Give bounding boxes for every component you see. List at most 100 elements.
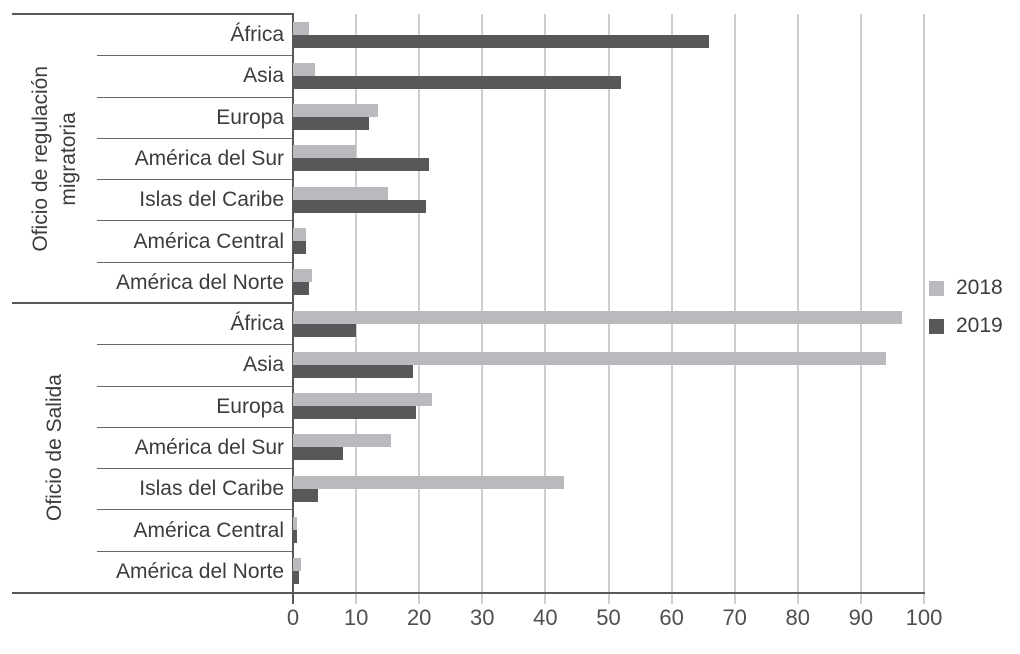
bar-pair — [293, 344, 924, 385]
category-label: América del Norte — [97, 550, 293, 592]
bar-2019 — [293, 530, 298, 544]
x-axis-tick-labels: 0 10 20 30 40 50 60 70 80 90 100 — [287, 605, 942, 635]
legend-label-2019: 2019 — [956, 314, 1003, 337]
bar-2019 — [293, 117, 369, 131]
gridline-90 — [859, 14, 862, 604]
gridline-50 — [607, 14, 610, 604]
category-label: América del Sur — [97, 426, 293, 468]
category-row: Islas del Caribe — [97, 468, 924, 509]
x-axis-tick-label: 70 — [722, 605, 747, 630]
legend: 2018 2019 — [929, 276, 1003, 338]
bar-2019 — [293, 364, 413, 378]
bar-2018 — [293, 517, 298, 531]
group-label-cell: Oficio de Salida — [12, 303, 97, 592]
gridline-40 — [544, 14, 547, 604]
category-label: Islas del Caribe — [97, 179, 293, 220]
bar-pair — [293, 427, 924, 468]
bar-2019 — [293, 282, 309, 296]
bar-2019 — [293, 241, 306, 255]
bar-2018 — [293, 351, 887, 365]
bar-pair — [293, 551, 924, 592]
category-label: África — [230, 22, 284, 46]
gridline-70 — [733, 14, 736, 604]
category-label: Asia — [97, 55, 293, 96]
category-label: América del Sur — [97, 137, 293, 179]
plot-gridlines — [293, 14, 925, 604]
category-label: África — [230, 311, 284, 335]
category-row: Europa — [97, 96, 924, 138]
group-divider — [12, 12, 293, 16]
bar-2018 — [293, 104, 379, 118]
bar-2018 — [293, 21, 309, 35]
bar-2019 — [293, 34, 710, 48]
category-row: América del Norte — [97, 550, 924, 592]
bar-2018 — [293, 186, 388, 200]
legend-swatch-2018 — [929, 280, 944, 296]
group-label-cell: Oficio de regulación migratoria — [12, 14, 97, 303]
category-axis-and-bars: Oficio de regulación migratoria África Asi… — [12, 12, 924, 592]
bar-pair — [293, 97, 924, 138]
value-axis-baseline — [291, 13, 294, 604]
bar-pair — [293, 179, 924, 220]
bar-2018 — [293, 475, 565, 489]
bar-pair — [293, 468, 924, 509]
category-label: Europa — [97, 385, 293, 427]
category-label: Europa — [97, 96, 293, 138]
bar-pair — [293, 220, 924, 261]
x-axis-tick-label: 50 — [596, 605, 621, 630]
category-label: Islas del Caribe — [97, 468, 293, 509]
bar-2019 — [293, 488, 319, 502]
bar-2019 — [293, 199, 426, 213]
category-row: América Central — [97, 509, 924, 550]
bar-pair — [293, 14, 924, 55]
x-axis-tick-label: 80 — [785, 605, 811, 630]
category-rows: África Asia Europa América del Sur Islas del… — [97, 14, 924, 303]
x-axis-tick-label: 10 — [343, 605, 369, 630]
x-axis-tick-label: 0 — [286, 605, 300, 630]
x-axis-tick-label: 20 — [406, 605, 432, 630]
gridline-30 — [481, 14, 484, 604]
category-rows: África Asia Europa América del Sur Islas del… — [97, 303, 924, 592]
category-label: Asia — [97, 344, 293, 385]
bar-pair — [293, 55, 924, 96]
legend-item-2018: 2018 — [929, 276, 1003, 300]
bar-2019 — [293, 158, 429, 172]
bar-2018 — [293, 145, 357, 159]
category-row: América del Sur — [97, 137, 924, 179]
legend-label-2018: 2018 — [956, 276, 1003, 299]
category-row: Islas del Caribe — [97, 179, 924, 220]
category-row: Europa — [97, 385, 924, 427]
group-label: Oficio de Salida — [42, 373, 66, 522]
x-axis-tick-label: 60 — [659, 605, 684, 630]
bar-2018 — [293, 558, 301, 572]
bar-pair — [293, 303, 924, 344]
bar-2019 — [293, 447, 344, 461]
category-row: América Central — [97, 220, 924, 261]
bar-2018 — [293, 393, 432, 407]
bar-2019 — [293, 406, 417, 420]
gridline-20 — [418, 14, 421, 604]
bar-pair — [293, 509, 924, 550]
category-row: Asia — [97, 55, 924, 96]
category-row: África — [97, 303, 924, 344]
bar-pair — [293, 262, 924, 303]
gridline-60 — [670, 14, 673, 604]
x-axis-tick-label: 100 — [905, 605, 943, 630]
bar-pair — [293, 138, 924, 179]
category-label: América del Norte — [97, 261, 293, 303]
legend-item-2019: 2019 — [929, 314, 1003, 338]
bar-2019 — [293, 571, 300, 585]
category-row: África — [97, 14, 924, 55]
bar-2018 — [293, 62, 316, 76]
legend-swatch-2019 — [929, 318, 944, 334]
group-label: Oficio de regulación migratoria — [28, 65, 80, 252]
x-axis-tick-label: 40 — [533, 605, 558, 630]
bar-2018 — [293, 269, 312, 283]
gridline-100 — [923, 14, 925, 604]
x-axis-line — [12, 591, 925, 594]
bar-2018 — [293, 434, 391, 448]
bar-pair — [293, 386, 924, 427]
group-1: Oficio de Salida África Asia Europa América … — [12, 301, 924, 592]
bar-2019 — [293, 75, 622, 89]
